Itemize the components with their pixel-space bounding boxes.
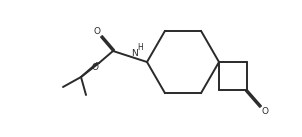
Text: O: O [94, 28, 101, 36]
Text: O: O [262, 106, 268, 115]
Text: N: N [131, 48, 137, 58]
Text: O: O [92, 64, 98, 72]
Text: H: H [137, 44, 143, 52]
